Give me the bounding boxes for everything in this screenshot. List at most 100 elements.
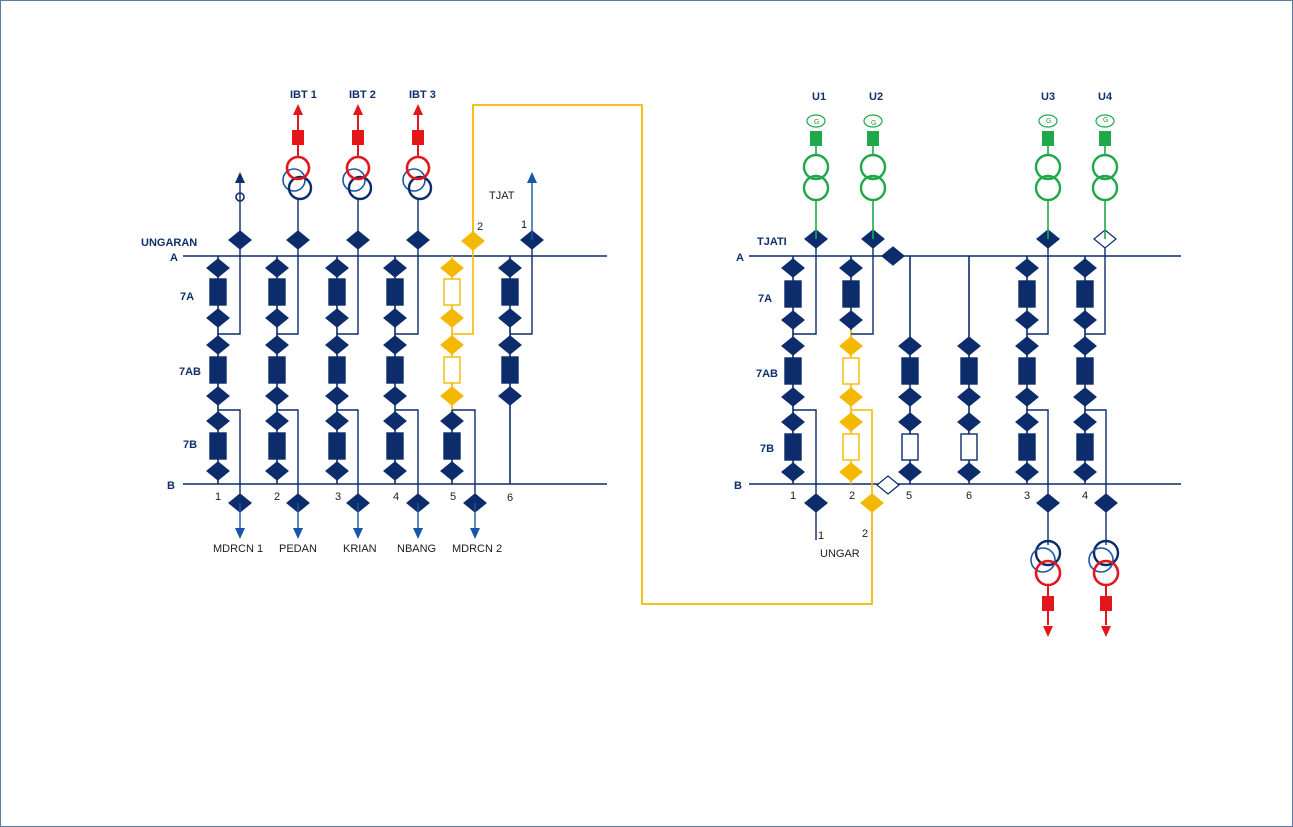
left-bay3-disconnector-ab-bottom [325,386,349,406]
right-bay5-disconnector-a-top [1015,258,1039,278]
right-ibt-arrow-3 [1043,626,1053,637]
left-bay6-disconnector-ab-top [498,335,522,355]
left-ibt2-winding-outer [342,168,366,192]
left-bay1-disconnector-b-top [206,411,230,431]
left-substation-name: UNGARAN [141,237,197,249]
left-ibt1-breaker [292,130,304,145]
right-unit-breaker-3 [1042,131,1054,146]
left-bay5-tie-tap [452,242,474,335]
left-bay1-breaker-7ab [209,356,227,384]
right-bay4-disconnector-b-bottom [957,462,981,482]
left-feeder-arrow-2 [293,528,303,539]
generator-symbol-u1: G [814,119,819,126]
right-unit-label-u3: U3 [1041,91,1055,103]
right-bay6-breaker-7a [1076,280,1094,308]
generator-symbol-u3: G [1046,118,1051,125]
right-bay-number-3: 3 [1024,490,1030,502]
left-bay5-disconnector-ab-bottom [440,386,464,406]
right-unit-tap-1 [793,240,817,335]
left-bay3-breaker-7a [328,278,346,306]
right-bay6-disconnector-ab-bottom [1073,387,1097,407]
right-bay1-disconnector-b-top [781,412,805,432]
right-bay1-breaker-7a [784,280,802,308]
left-ibt1-winding-hv [285,155,311,181]
left-bay4-disconnector-ab-top [383,335,407,355]
left-bay6-tjat-tap [510,240,533,335]
left-bay4-disconnector-b-top [383,411,407,431]
right-unit-breaker-1 [810,131,822,146]
left-ibt1-arrow [293,104,303,115]
left-ibt3-winding-outer [402,168,426,192]
left-bay2-breaker-7b [268,432,286,460]
left-bus-b-label: B [167,480,175,492]
left-bay1-breaker-7b [209,432,227,460]
left-bay-number-4: 4 [393,491,399,503]
left-top-number-2: 2 [477,221,483,233]
left-bay4-disconnector-ab-bottom [383,386,407,406]
left-bay3-disconnector-b-bottom [325,461,349,481]
left-top-number-1: 1 [521,219,527,231]
left-bus-a-label: A [170,252,178,264]
right-bay2-disconnector-b-bottom [839,462,863,482]
left-feeder-arrow-3 [353,528,363,539]
right-bay5-disconnector-a-bottom [1015,310,1039,330]
right-breaker-label-7a: 7A [758,293,772,305]
right-bay4-breaker-7ab [960,357,978,385]
right-bay6-disconnector-ab-top [1073,336,1097,356]
right-bay2-disconnector-a-bottom [839,310,863,330]
right-ibt-breaker-3 [1042,596,1054,611]
left-bay3-disconnector-ab-top [325,335,349,355]
right-unit-winding-lower-3 [1034,174,1062,202]
left-transformer-label-ibt1: IBT 1 [290,89,317,101]
right-bay6-disconnector-b-bottom [1073,462,1097,482]
right-bay2-disconnector-ab-bottom [839,387,863,407]
left-tie-disconnector [461,231,485,251]
right-line-label-ungar: UNGAR [820,548,860,560]
right-bay5-disconnector-b-bottom [1015,462,1039,482]
right-substation-name: TJATI [757,236,787,248]
right-bay1-disconnector-a-bottom [781,310,805,330]
right-bus-b-section-disconnector [876,475,900,495]
left-breaker-label-7ab: 7AB [179,366,201,378]
right-bay3-breaker-7ab [901,357,919,385]
left-feeder-arrow-4 [413,528,423,539]
right-unit-breaker-2 [867,131,879,146]
left-bay1-disconnector-a-bottom [206,308,230,328]
right-breaker-label-7ab: 7AB [756,368,778,380]
right-ibt-arrow-4 [1101,626,1111,637]
left-ibt3-winding-hv [405,155,431,181]
left-feeder-tap-4 [395,409,419,503]
left-bay1-breaker-7a [209,278,227,306]
right-ibt-tap-3 [1027,409,1049,503]
right-bay5-disconnector-b-top [1015,412,1039,432]
generator-symbol-u4: G [1103,117,1108,124]
right-bay2-breaker-7ab [842,357,860,385]
left-feeder-tap-3 [337,409,359,503]
right-line-number-1: 1 [818,530,824,542]
right-bay2-disconnector-a-top [839,258,863,278]
right-generator-4 [1095,114,1115,128]
left-bay3-disconnector-a-bottom [325,308,349,328]
right-bay2-breaker-7a [842,280,860,308]
left-transformer-label-ibt2: IBT 2 [349,89,376,101]
left-bay2-disconnector-a-top [265,258,289,278]
right-bay-number-6: 6 [966,490,972,502]
left-bay4-breaker-7a [386,278,404,306]
right-bay5-disconnector-ab-top [1015,336,1039,356]
right-bay2-disconnector-b-top [839,412,863,432]
right-bay6-disconnector-a-bottom [1073,310,1097,330]
left-bay5-breaker-7b [443,432,461,460]
left-bay4-disconnector-a-top [383,258,407,278]
left-ibt2-breaker [352,130,364,145]
left-feeder-tap-2 [277,409,299,503]
left-bay4-disconnector-a-bottom [383,308,407,328]
right-bay3-disconnector-b-bottom [898,462,922,482]
right-bay3-disconnector-b-top [898,412,922,432]
left-top-tap-4 [395,240,419,335]
left-bay5-disconnector-ab-top [440,335,464,355]
right-bay1-disconnector-b-bottom [781,462,805,482]
left-feeder-label-nbang: NBANG [397,543,436,555]
right-bay1-breaker-7b [784,433,802,461]
left-bay4-disconnector-b-bottom [383,461,407,481]
